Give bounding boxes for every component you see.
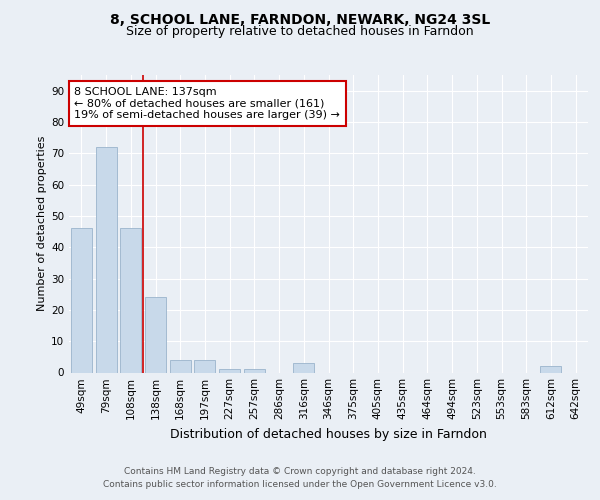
Y-axis label: Number of detached properties: Number of detached properties: [37, 136, 47, 312]
Bar: [244, 370, 265, 372]
Text: 8, SCHOOL LANE, FARNDON, NEWARK, NG24 3SL: 8, SCHOOL LANE, FARNDON, NEWARK, NG24 3S…: [110, 12, 490, 26]
Text: 8 SCHOOL LANE: 137sqm
← 80% of detached houses are smaller (161)
19% of semi-det: 8 SCHOOL LANE: 137sqm ← 80% of detached …: [74, 87, 340, 120]
Text: Contains public sector information licensed under the Open Government Licence v3: Contains public sector information licen…: [103, 480, 497, 489]
Bar: [194, 360, 215, 372]
Bar: [170, 360, 191, 372]
X-axis label: Distribution of detached houses by size in Farndon: Distribution of detached houses by size …: [170, 428, 487, 441]
Bar: [145, 298, 166, 372]
Bar: [71, 228, 92, 372]
Bar: [95, 147, 116, 372]
Bar: [219, 370, 240, 372]
Bar: [541, 366, 562, 372]
Bar: [293, 363, 314, 372]
Text: Size of property relative to detached houses in Farndon: Size of property relative to detached ho…: [126, 25, 474, 38]
Text: Contains HM Land Registry data © Crown copyright and database right 2024.: Contains HM Land Registry data © Crown c…: [124, 467, 476, 476]
Bar: [120, 228, 141, 372]
